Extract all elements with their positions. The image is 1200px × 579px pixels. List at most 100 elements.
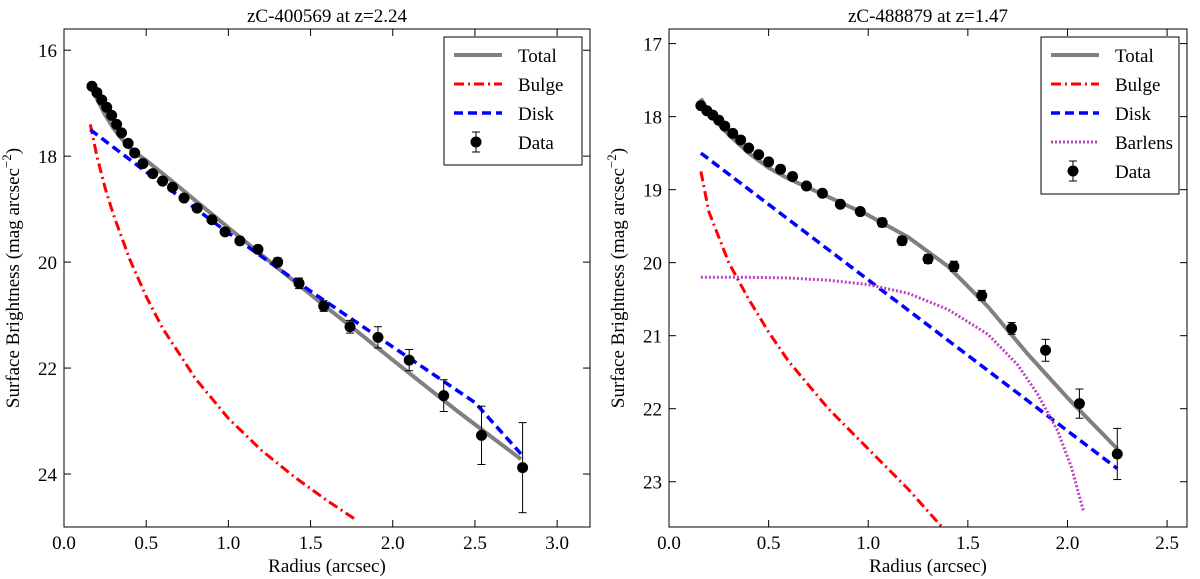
- chart-panel-1: zC-400569 at z=2.24 0.0 0.5 1.0 1.5 2.0 2.5 3.0…: [0, 6, 591, 577]
- data-point: [775, 163, 787, 175]
- data-point: [896, 235, 908, 247]
- data-point: [1006, 322, 1018, 334]
- axes-frame: [668, 28, 1188, 528]
- data-point: [816, 187, 828, 199]
- series-line-total: [88, 83, 523, 461]
- data-point: [854, 206, 866, 218]
- x-tick-label: 0.5: [757, 533, 781, 554]
- data-point: [735, 134, 747, 146]
- data-point: [318, 300, 330, 312]
- data-point: [147, 168, 159, 180]
- y-tick-label: 22: [38, 359, 57, 380]
- y-tick-label: 19: [643, 181, 662, 202]
- data-point: [976, 290, 988, 302]
- x-tick-label: 2.0: [381, 533, 405, 554]
- data-point: [111, 118, 123, 130]
- y-tick-label: 21: [643, 327, 662, 348]
- data-point: [948, 260, 960, 272]
- data-point: [517, 462, 529, 474]
- data-point: [234, 235, 246, 247]
- data-point: [476, 429, 488, 441]
- y-tick-label: 16: [38, 41, 57, 62]
- plot-area: [695, 97, 1123, 527]
- series-line-bulge: [699, 171, 944, 527]
- legend-box: [443, 36, 583, 166]
- y-tick-label: 17: [643, 35, 662, 56]
- y-tick-label: 18: [38, 147, 57, 168]
- x-tick-label: 0.0: [52, 533, 76, 554]
- y-tick-label: 20: [38, 253, 57, 274]
- plot-area: [86, 80, 529, 521]
- data-point: [272, 256, 284, 268]
- chart-panel-2: zC-488879 at z=1.47 0.0 0.5 1.0 1.5 2.0 2.5 17 1…: [604, 6, 1188, 577]
- data-point: [129, 147, 141, 159]
- data-point: [166, 181, 178, 193]
- data-point: [753, 149, 765, 161]
- x-tick-label: 2.5: [1155, 533, 1179, 554]
- data-point: [206, 214, 218, 226]
- data-point: [157, 175, 169, 187]
- legend: Total Bulge Disk Data: [443, 36, 583, 166]
- axes-frame: [63, 28, 591, 528]
- data-point: [1073, 398, 1085, 410]
- legend-label: Bulge: [1115, 75, 1160, 96]
- legend-label: Total: [1115, 46, 1154, 67]
- data-point: [403, 354, 415, 366]
- x-tick-label: 3.0: [545, 533, 569, 554]
- data-point: [727, 127, 739, 139]
- data-point: [122, 137, 134, 149]
- x-tick-label: 1.5: [299, 533, 323, 554]
- data-point: [1040, 344, 1052, 356]
- x-axis-label: Radius (arcsec): [869, 556, 987, 577]
- y-tick-label: 22: [643, 400, 662, 421]
- legend-marker-data: [1067, 165, 1079, 177]
- legend: Total Bulge Disk Barlens Data: [1040, 36, 1180, 195]
- x-tick-label: 1.0: [856, 533, 880, 554]
- series-line-disk: [89, 128, 523, 456]
- data-point: [178, 192, 190, 204]
- data-point: [876, 217, 888, 229]
- legend-label: Total: [518, 46, 557, 67]
- y-tick-label: 20: [643, 254, 662, 275]
- x-tick-label: 2.5: [463, 533, 487, 554]
- legend-label: Bulge: [518, 75, 563, 96]
- data-point: [293, 277, 305, 289]
- data-point: [344, 321, 356, 333]
- y-tick-label: 24: [38, 465, 58, 486]
- data-point: [438, 390, 450, 402]
- legend-label: Data: [518, 133, 554, 154]
- y-tick-label: 23: [643, 473, 662, 494]
- data-point: [116, 127, 128, 139]
- chart-title: zC-400569 at z=2.24: [247, 6, 408, 27]
- data-point: [1111, 448, 1123, 460]
- x-tick-label: 1.5: [956, 533, 980, 554]
- data-point: [372, 331, 384, 343]
- data-point: [106, 109, 118, 121]
- data-point: [719, 120, 731, 132]
- x-tick-label: 0.0: [657, 533, 681, 554]
- x-tick-label: 1.0: [217, 533, 241, 554]
- data-point: [743, 142, 755, 154]
- data-point: [219, 226, 231, 238]
- data-point: [787, 171, 799, 183]
- y-axis-label: Surface Brightness (mag arcsec−2): [604, 148, 629, 408]
- legend-label: Data: [1115, 162, 1151, 183]
- series-line-disk: [699, 151, 1119, 470]
- data-point: [137, 158, 149, 170]
- series-line-barlens: [700, 275, 1085, 512]
- legend-label: Barlens: [1115, 133, 1173, 154]
- y-tick-label: 18: [643, 108, 662, 129]
- legend-marker-data: [470, 136, 482, 148]
- x-axis-label: Radius (arcsec): [268, 556, 386, 577]
- x-tick-label: 2.0: [1056, 533, 1080, 554]
- legend-label: Disk: [518, 104, 554, 125]
- data-point: [101, 101, 113, 113]
- data-point: [922, 253, 934, 265]
- data-point: [252, 243, 264, 255]
- legend-label: Disk: [1115, 104, 1151, 125]
- legend-box: [1040, 36, 1180, 195]
- data-point: [800, 180, 812, 192]
- series-line-bulge: [88, 124, 356, 521]
- chart-title: zC-488879 at z=1.47: [848, 6, 1008, 27]
